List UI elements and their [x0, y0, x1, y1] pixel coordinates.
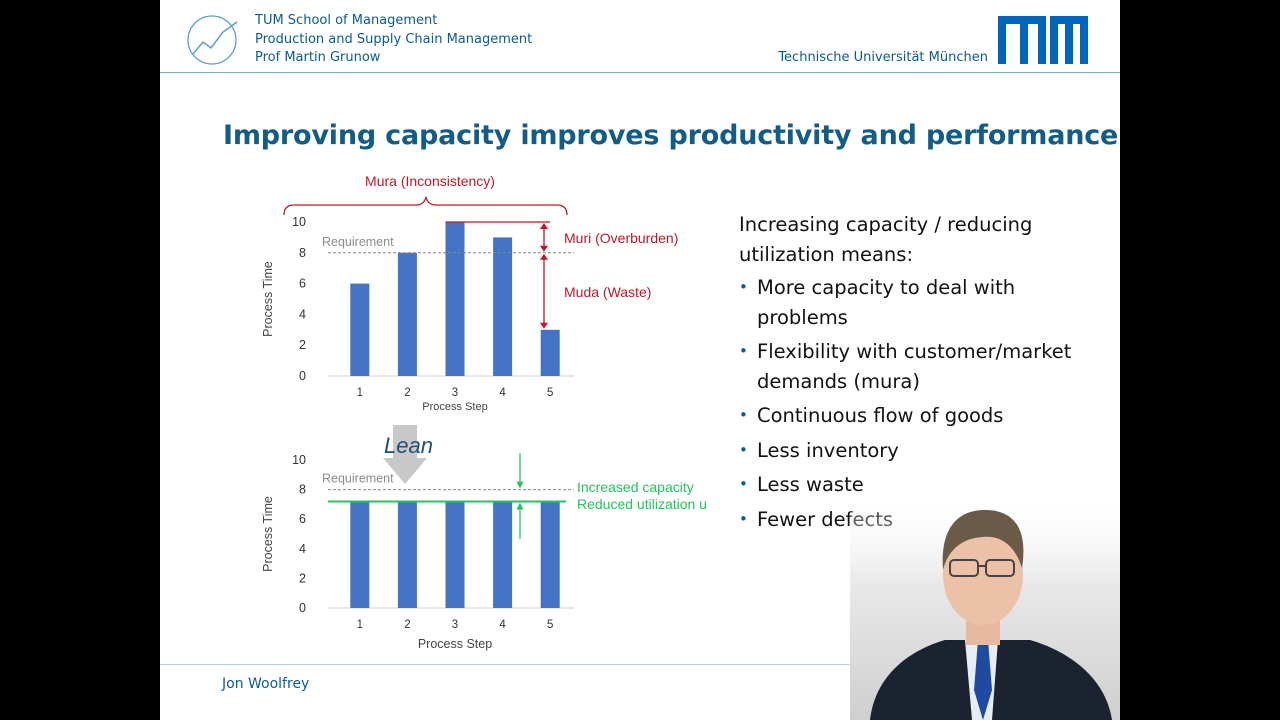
bullet-item: • More capacity to deal with problems	[739, 273, 1099, 332]
bullet-block: Increasing capacity / reducing utilizati…	[739, 210, 1099, 539]
bullet-dot-icon: •	[739, 475, 748, 493]
x-tick-label: 4	[499, 619, 506, 631]
header-chair: Production and Supply Chain Management	[255, 31, 533, 47]
utilization-label: Reduced utilization u	[577, 496, 707, 512]
lean-arrow-icon	[383, 425, 427, 484]
x-tick-label: 1	[357, 619, 363, 631]
presenter-video-image	[850, 490, 1120, 720]
bullet-dot-icon: •	[739, 278, 748, 296]
capacity-label: Increased capacity	[577, 479, 694, 495]
footer-divider	[160, 664, 890, 665]
bullet-text: Less waste	[757, 473, 864, 496]
bar	[445, 222, 465, 376]
brace-label: Mura (Inconsistency)	[365, 173, 495, 189]
bullet-item: • Continuous flow of goods	[739, 401, 1099, 431]
brace-bracket	[283, 196, 568, 216]
x-tick-label: 2	[404, 619, 410, 631]
bar	[350, 501, 370, 608]
requirement-label: Requirement	[322, 235, 394, 249]
y-axis-title: Process Time	[261, 261, 275, 337]
bar	[397, 252, 417, 376]
muri-arrow-head-top	[540, 223, 548, 229]
header-school: TUM School of Management	[255, 13, 438, 28]
bullet-lead: Increasing capacity / reducing utilizati…	[739, 213, 1033, 266]
header-text: TUM School of Management Production and …	[255, 12, 532, 68]
x-axis-title: Process Step	[422, 401, 487, 413]
bullet-dot-icon: •	[739, 342, 748, 360]
bullet-dot-icon: •	[739, 509, 748, 528]
y-tick-label: 4	[299, 307, 306, 321]
y-tick-label: 8	[299, 483, 306, 497]
muri-arrow-head-bottom	[540, 245, 548, 252]
bullet-item: • Less waste	[739, 470, 1099, 500]
y-tick-label: 10	[292, 453, 306, 467]
y-axis-title: Process Time	[261, 496, 275, 572]
y-tick-label: 6	[299, 277, 306, 291]
bar	[540, 501, 560, 608]
slide: TUM School of Management Production and …	[160, 0, 1120, 720]
slide-title: Improving capacity improves productivity…	[223, 120, 1119, 151]
bullet-dot-icon: •	[739, 440, 748, 459]
bullet-item: • Less inventory	[739, 436, 1099, 466]
bullet-text: Continuous flow of goods	[757, 404, 1004, 427]
bullet-text: Less inventory	[757, 438, 899, 462]
muri-label: Muri (Overburden)	[564, 230, 678, 246]
muda-label: Muda (Waste)	[564, 284, 651, 300]
y-tick-label: 4	[299, 542, 306, 556]
requirement-label: Requirement	[322, 472, 394, 486]
y-tick-label: 8	[299, 246, 306, 260]
x-tick-label: 4	[499, 387, 506, 399]
utilization-arrow-head	[516, 502, 524, 510]
school-logo-icon	[187, 15, 238, 65]
bullet-text: Flexibility with customer/market demands…	[757, 340, 1072, 393]
x-tick-label: 3	[452, 387, 458, 399]
y-tick-label: 2	[299, 338, 306, 352]
header-divider	[160, 72, 1120, 73]
y-tick-label: 2	[299, 571, 306, 585]
bar	[493, 501, 513, 608]
bar	[445, 501, 465, 608]
y-tick-label: 6	[299, 512, 306, 526]
muda-arrow-head-top	[540, 253, 548, 260]
header-professor: Prof Martin Grunow	[255, 50, 381, 65]
bar	[350, 283, 370, 376]
bar	[493, 237, 513, 376]
university-name: Technische Universität München	[778, 50, 988, 65]
muda-arrow-head-bottom	[540, 322, 548, 329]
x-tick-label: 3	[452, 619, 458, 631]
y-tick-label: 10	[292, 215, 306, 229]
bullet-item: • Flexibility with customer/market demand…	[739, 337, 1099, 396]
capacity-arrow-head	[516, 481, 524, 489]
x-tick-label: 1	[357, 387, 363, 399]
x-tick-label: 5	[547, 619, 553, 631]
bullet-text: More capacity to deal with problems	[757, 276, 1016, 329]
tum-logo-icon	[998, 16, 1088, 64]
y-tick-label: 0	[299, 601, 306, 615]
bar	[540, 329, 560, 376]
lean-label: Lean	[384, 433, 433, 458]
bar	[397, 501, 417, 608]
x-tick-label: 2	[404, 387, 410, 399]
x-tick-label: 5	[547, 387, 553, 399]
x-axis-title: Process Step	[418, 637, 492, 651]
footer-name: Jon Woolfrey	[222, 676, 310, 692]
y-tick-label: 0	[299, 369, 306, 383]
bullet-dot-icon: •	[739, 406, 748, 424]
